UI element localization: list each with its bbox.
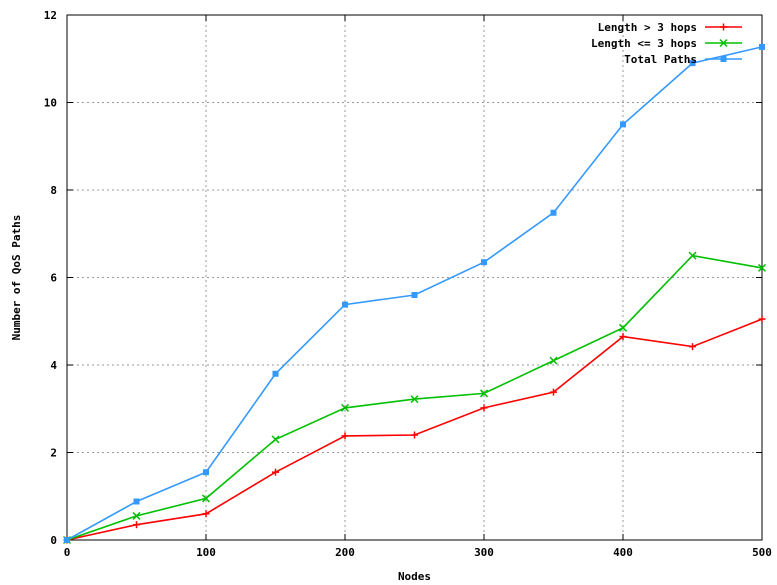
series-3 — [64, 43, 765, 543]
data-point — [688, 251, 697, 260]
data-point — [689, 60, 696, 67]
data-point — [203, 469, 209, 476]
data-point — [549, 356, 558, 365]
legend-label: Total Paths — [624, 53, 697, 66]
data-point — [340, 403, 350, 412]
legend-item: Length <= 3 hops — [591, 37, 742, 50]
legend-item: Length > 3 hops — [598, 21, 742, 34]
y-axis-title: Number of QoS Paths — [10, 215, 23, 341]
data-point — [479, 389, 489, 398]
legend-item: Total Paths — [624, 53, 742, 66]
data-point — [132, 511, 141, 520]
data-point — [411, 292, 418, 298]
x-axis-title: Nodes — [398, 570, 431, 583]
data-point — [618, 323, 628, 332]
data-point — [271, 435, 280, 444]
x-tick-label: 200 — [335, 546, 355, 559]
data-point — [342, 301, 348, 308]
y-tick-label: 4 — [50, 359, 57, 372]
data-point — [550, 209, 557, 216]
x-axis-ticks: 0 100 200 300 400 500 — [64, 15, 772, 559]
series-layer — [62, 43, 767, 545]
x-tick-label: 0 — [64, 546, 71, 559]
grid-lines — [67, 15, 762, 540]
data-point — [481, 259, 487, 266]
data-point — [620, 121, 626, 128]
y-tick-label: 12 — [44, 9, 57, 22]
y-tick-label: 8 — [50, 184, 57, 197]
y-tick-label: 2 — [50, 447, 57, 460]
data-point — [757, 263, 767, 272]
x-tick-label: 300 — [474, 546, 494, 559]
data-point — [272, 370, 279, 377]
y-tick-label: 10 — [44, 97, 57, 110]
data-point — [133, 498, 140, 505]
y-axis-ticks: 0 2 4 6 8 10 12 — [44, 9, 762, 547]
x-tick-label: 400 — [613, 546, 633, 559]
series-2 — [62, 251, 767, 545]
data-point — [759, 43, 765, 50]
data-point — [64, 537, 70, 543]
legend: Length > 3 hops Length <= 3 hops Total Pat… — [591, 21, 742, 66]
x-tick-label: 100 — [196, 546, 216, 559]
legend-label: Length > 3 hops — [598, 21, 697, 34]
data-point — [410, 395, 419, 404]
data-point — [719, 38, 728, 48]
y-tick-label: 0 — [50, 534, 57, 547]
legend-label: Length <= 3 hops — [591, 37, 697, 50]
data-point — [720, 56, 727, 62]
x-tick-label: 500 — [752, 546, 772, 559]
y-tick-label: 6 — [50, 272, 57, 285]
data-point — [201, 494, 211, 503]
